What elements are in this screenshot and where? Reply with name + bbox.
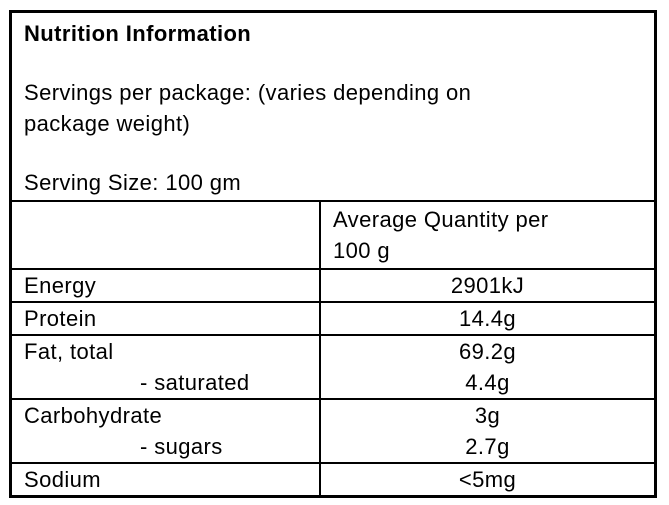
- nutrient-value-sub: 2.7g: [465, 434, 510, 459]
- nutrient-cell: Protein: [12, 301, 321, 336]
- value-column-header: Average Quantity per 100 g: [319, 200, 654, 270]
- table-row-energy: Energy 2901kJ: [12, 268, 654, 303]
- nutrient-cell: Energy: [12, 268, 321, 303]
- nutrient-name: Protein: [24, 306, 97, 331]
- nutrient-value: 69.2g: [458, 339, 517, 364]
- table-row-fat: Fat, total - saturated 69.2g 4.4g: [12, 334, 654, 400]
- value-cell: <5mg: [319, 462, 654, 495]
- table-row-sodium: Sodium <5mg: [12, 462, 654, 495]
- value-cell: 3g 2.7g: [319, 398, 654, 464]
- table-header-row: Average Quantity per 100 g: [12, 200, 654, 270]
- nutrient-value: 2901kJ: [450, 273, 525, 298]
- nutrient-value: <5mg: [458, 467, 517, 492]
- serving-size-line: Serving Size: 100 gm: [24, 170, 242, 195]
- nutrient-name-sub: - saturated: [140, 370, 250, 395]
- nutrient-name: Sodium: [24, 467, 101, 492]
- nutrient-name: Carbohydrate: [24, 403, 163, 428]
- nutrient-cell: Carbohydrate - sugars: [12, 398, 321, 464]
- nutrient-name: Fat, total: [24, 339, 114, 364]
- nutrient-value: 14.4g: [458, 306, 517, 331]
- value-cell: 14.4g: [319, 301, 654, 336]
- table-row-carbohydrate: Carbohydrate - sugars 3g 2.7g: [12, 398, 654, 464]
- servings-per-package-line: Servings per package: (varies depending …: [24, 80, 472, 136]
- value-cell: 2901kJ: [319, 268, 654, 303]
- nutrition-label: Nutrition Information Servings per packa…: [9, 10, 657, 498]
- nutrition-table: Average Quantity per 100 g Energy 2901kJ…: [12, 200, 654, 495]
- nutrient-cell: Fat, total - saturated: [12, 334, 321, 400]
- nutrient-name-sub: - sugars: [140, 434, 223, 459]
- nutrient-value: 3g: [474, 403, 501, 428]
- table-row-protein: Protein 14.4g: [12, 301, 654, 336]
- nutrient-name: Energy: [24, 273, 97, 298]
- label-title: Nutrition Information: [24, 21, 252, 46]
- nutrient-column-header-empty: [12, 200, 321, 270]
- nutrient-value-sub: 4.4g: [465, 370, 510, 395]
- value-cell: 69.2g 4.4g: [319, 334, 654, 400]
- nutrient-cell: Sodium: [12, 462, 321, 495]
- label-intro: Nutrition Information Servings per packa…: [12, 13, 654, 200]
